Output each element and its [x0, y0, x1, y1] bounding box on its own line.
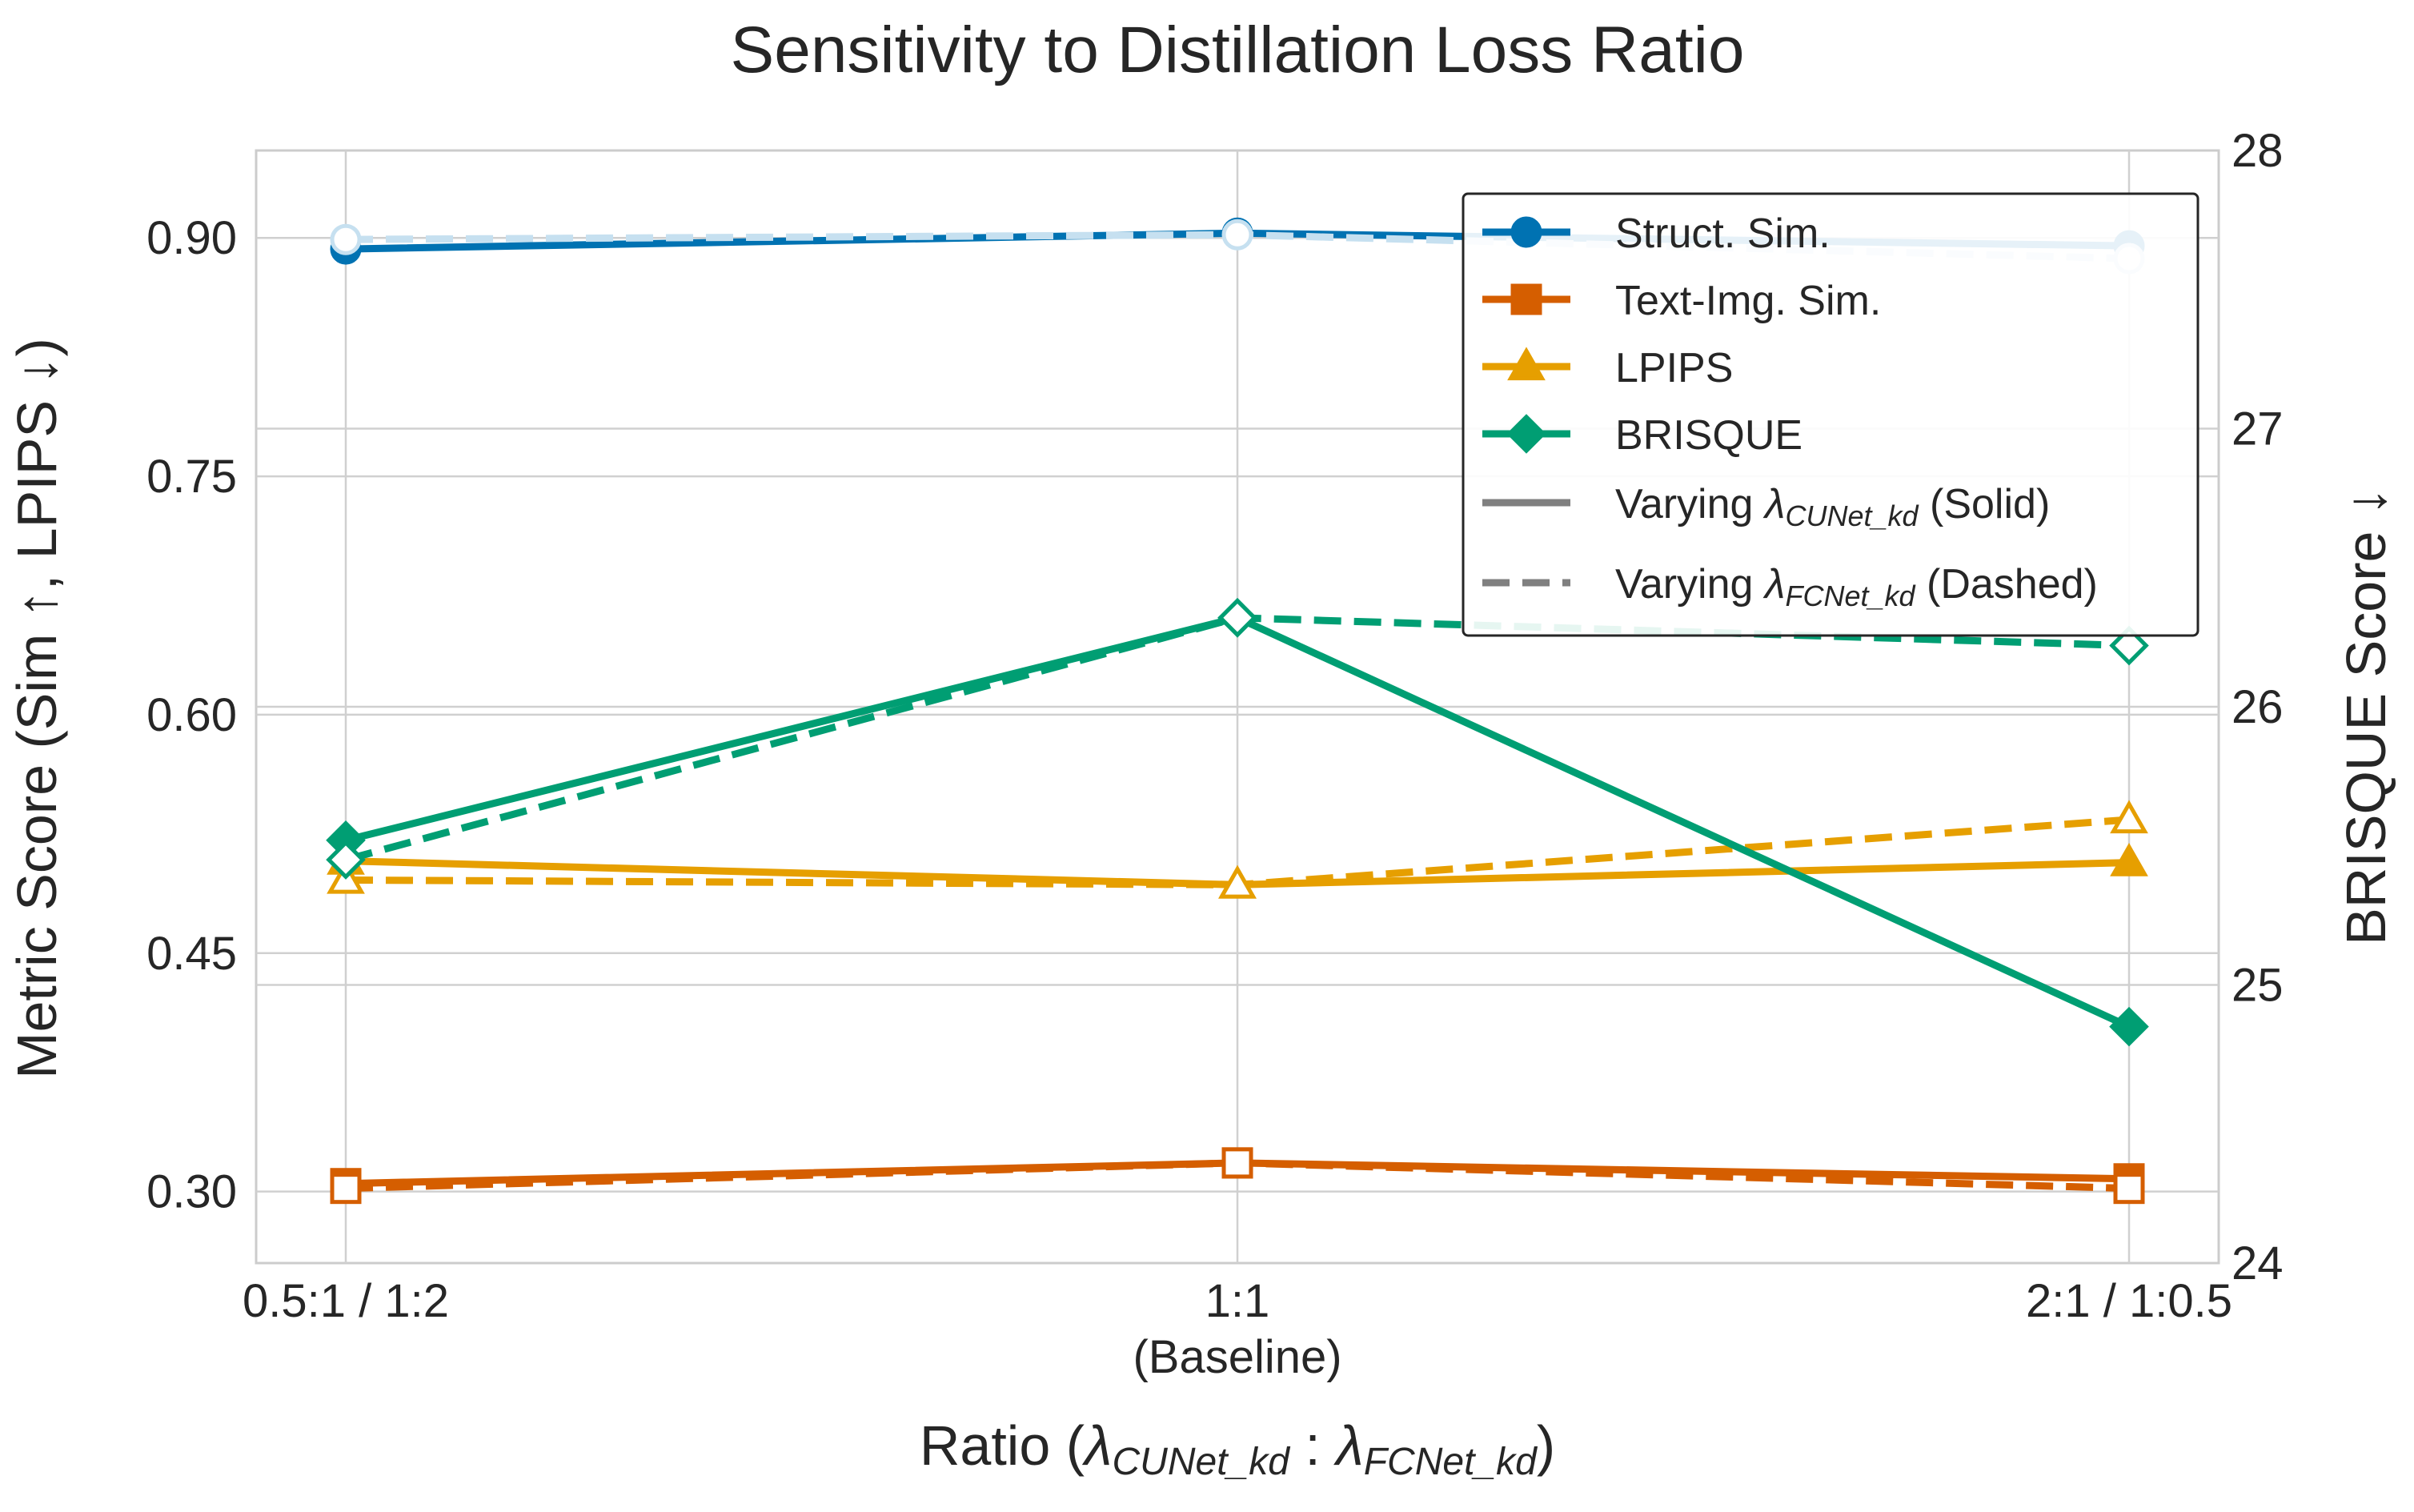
y-tick-label: 0.60: [146, 689, 237, 741]
legend-marker: [1510, 216, 1542, 248]
x-axis-label-suffix: ): [1537, 1414, 1555, 1477]
legend-marker: [1507, 347, 1546, 381]
legend-label-lambda: λ: [1762, 481, 1786, 527]
x-tick-label: 1:1: [1205, 1275, 1270, 1327]
data-point: [1217, 598, 1257, 638]
legend-label: LPIPS: [1615, 345, 1733, 391]
data-point: [330, 223, 362, 255]
series-brisque-dashed: [326, 598, 2149, 880]
legend-marker: [1506, 414, 1546, 454]
legend-label-sub: CUNet_kd: [1786, 499, 1919, 532]
legend-marker: [1510, 283, 1542, 315]
legend-label-suffix: (Dashed): [1915, 561, 2098, 608]
legend-label: BRISQUE: [1615, 412, 1802, 459]
legend-label-sub: FCNet_kd: [1786, 580, 1916, 612]
series-lpips-dashed: [327, 800, 2148, 899]
x-axis-label-prefix: Ratio (: [920, 1414, 1085, 1477]
legend-label-prefix: Varying: [1615, 481, 1765, 527]
x-axis-label-lambda-2: λ: [1333, 1414, 1363, 1477]
x-axis-label-colon: :: [1289, 1414, 1336, 1477]
x-tick-sublabel: (Baseline): [1133, 1331, 1341, 1383]
x-tick-label: 2:1 / 1:0.5: [2026, 1275, 2232, 1327]
chart-title: Sensitivity to Distillation Loss Ratio: [731, 14, 1745, 86]
series-text-dashed: [330, 1147, 2145, 1205]
data-point: [2113, 1173, 2145, 1205]
y2-tick-label: 24: [2232, 1237, 2284, 1289]
y-tick-label: 0.45: [146, 928, 237, 980]
data-point: [330, 1173, 362, 1205]
x-axis-label: Ratio (λCUNet_kd : λFCNet_kd): [920, 1414, 1555, 1483]
x-axis-label-sub-2: FCNet_kd: [1364, 1441, 1538, 1483]
legend: Struct. Sim. Text-Img. Sim. LPIPS BRISQUE Va…: [1462, 192, 2199, 637]
y2-axis-label: BRISQUE Score ↓: [2335, 487, 2397, 945]
tick-labels: 0.5:1 / 1:2 1:1(Baseline) 2:1 / 1:0.5 0.30 0…: [146, 125, 2283, 1383]
data-point: [326, 840, 366, 880]
legend-label: Varying λFCNet_kd (Dashed): [1615, 561, 2098, 612]
data-point: [2110, 800, 2148, 834]
data-point: [2110, 843, 2148, 876]
x-tick-label: 0.5:1 / 1:2: [243, 1275, 449, 1327]
y2-tick-label: 28: [2232, 125, 2284, 177]
y-tick-label: 0.90: [146, 212, 237, 264]
data-point: [2109, 625, 2149, 666]
legend-label-suffix: (Solid): [1919, 481, 2051, 527]
y-axis-label: Metric Score (Sim ↑, LPIPS ↓): [6, 338, 68, 1079]
legend-box: [1462, 192, 2199, 637]
legend-label: Varying λCUNet_kd (Solid): [1615, 481, 2050, 532]
data-point: [1221, 219, 1253, 251]
y-tick-label: 0.30: [146, 1166, 237, 1218]
y2-tick-label: 25: [2232, 960, 2284, 1012]
legend-label: Text-Img. Sim.: [1615, 278, 1881, 324]
y2-tick-label: 26: [2232, 681, 2284, 733]
legend-label: Struct. Sim.: [1615, 211, 1831, 257]
y-tick-label: 0.75: [146, 451, 237, 503]
x-axis-label-sub-1: CUNet_kd: [1113, 1441, 1291, 1483]
y2-tick-label: 27: [2232, 403, 2284, 455]
legend-label-prefix: Varying: [1615, 561, 1765, 608]
data-point: [1218, 864, 1257, 899]
legend-label-lambda: λ: [1762, 561, 1786, 608]
x-axis-label-lambda-1: λ: [1081, 1414, 1112, 1477]
data-point: [2109, 1006, 2149, 1047]
data-point: [1221, 1147, 1253, 1179]
